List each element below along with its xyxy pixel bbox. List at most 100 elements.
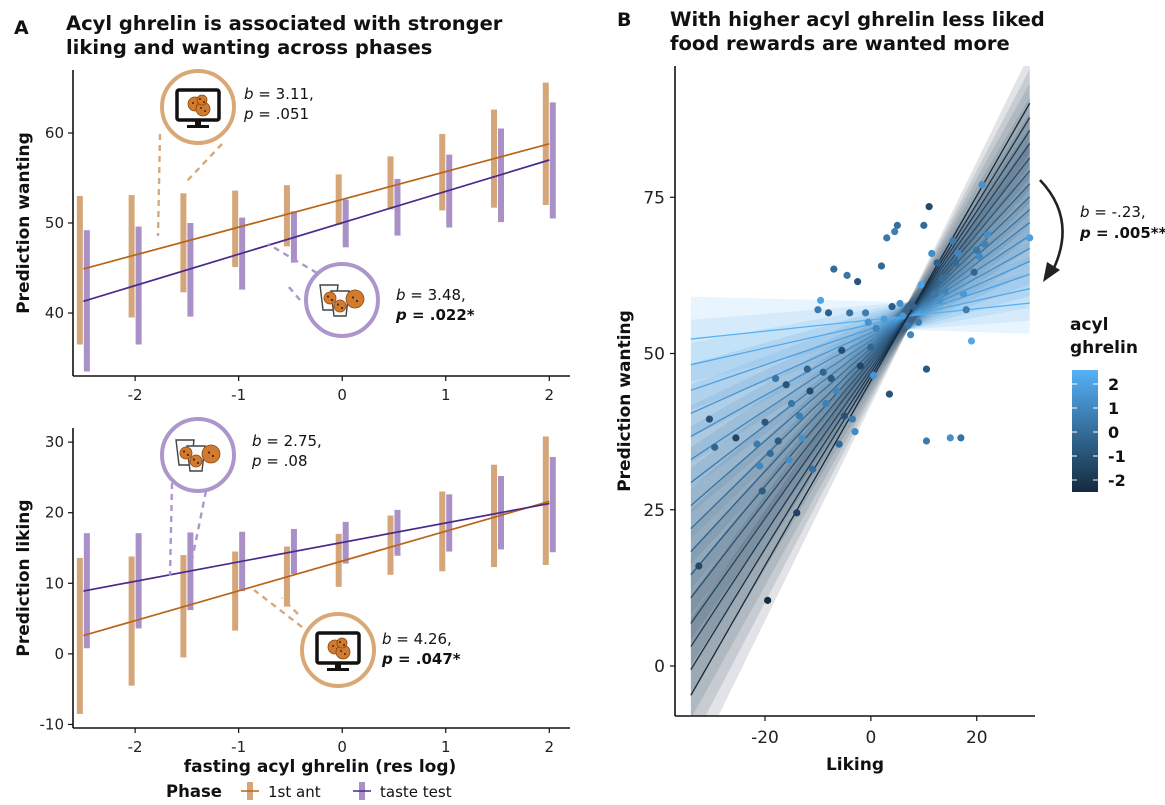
- bar-ant: [284, 185, 290, 246]
- data-point: [825, 309, 832, 316]
- fit-line-taste: [83, 504, 549, 592]
- data-point: [1026, 234, 1033, 241]
- bar-ant: [387, 516, 393, 575]
- x-tick-label: 2: [545, 386, 555, 404]
- y-tick-label: 30: [45, 433, 64, 451]
- annotation-b-text: b = -.23,: [1080, 203, 1146, 221]
- annotation-text-b: b = 4.26,: [382, 630, 452, 648]
- bar-ant: [543, 436, 549, 564]
- y-tick-label: 25: [643, 501, 665, 521]
- phase-legend: Phase 1st ant taste test: [166, 782, 452, 801]
- cups-cookie-icon-cookie: [346, 290, 364, 308]
- legend-label-1st-ant: 1st ant: [268, 783, 321, 801]
- cups-cookie-icon-cookie: [324, 292, 336, 304]
- panel-a-title-line2: liking and wanting across phases: [66, 36, 432, 59]
- data-point: [867, 344, 874, 351]
- data-point: [888, 303, 895, 310]
- data-point: [775, 437, 782, 444]
- phase-legend-title: Phase: [166, 782, 222, 801]
- data-point: [918, 281, 925, 288]
- data-point: [711, 444, 718, 451]
- data-point: [806, 387, 813, 394]
- x-tick-label: 1: [441, 386, 451, 404]
- data-point: [695, 562, 702, 569]
- x-tick-label: -2: [128, 386, 143, 404]
- y-tick-label: 10: [45, 574, 64, 592]
- x-tick-label: -2: [128, 738, 143, 756]
- panel-b-title-line1: With higher acyl ghrelin less liked: [670, 8, 1045, 31]
- data-point: [957, 434, 964, 441]
- annotation-p-italic: p: [1079, 224, 1091, 242]
- curved-arrow: [1040, 180, 1063, 272]
- bar-ant: [77, 558, 83, 714]
- data-point: [851, 428, 858, 435]
- annotation-b-value: -.23,: [1112, 203, 1146, 221]
- data-point: [767, 450, 774, 457]
- data-point: [931, 291, 938, 298]
- screen-cookie-icon-chip: [203, 101, 205, 103]
- cups-cookie-icon-chip: [331, 299, 333, 301]
- y-tick-label: -10: [40, 715, 65, 733]
- annotation-text-b-value: 2.75,: [284, 432, 322, 450]
- data-point: [820, 369, 827, 376]
- bar-taste: [550, 457, 556, 552]
- data-point: [896, 300, 903, 307]
- data-point: [928, 250, 935, 257]
- data-point: [899, 312, 906, 319]
- data-point: [976, 253, 983, 260]
- annotation-text-p-value: .047*: [416, 650, 461, 668]
- annotation-text-p: p = .051: [243, 105, 309, 123]
- annotation-text-p-italic: p: [381, 650, 393, 668]
- data-point: [870, 372, 877, 379]
- x-axis-label: Liking: [826, 755, 884, 775]
- data-point: [828, 375, 835, 382]
- cups-cookie-icon-chip: [341, 307, 343, 309]
- data-point: [915, 319, 922, 326]
- cups-cookie-icon-cookie: [334, 300, 346, 312]
- data-point: [783, 381, 790, 388]
- data-point: [984, 231, 991, 238]
- annotation-p-text: p = .005**: [1079, 224, 1165, 242]
- bar-ant: [387, 156, 393, 209]
- data-point: [883, 234, 890, 241]
- data-point: [878, 262, 885, 269]
- data-point: [854, 278, 861, 285]
- annotation-text-b-value: 3.48,: [428, 286, 466, 304]
- data-point: [841, 412, 848, 419]
- y-tick-label: 50: [45, 214, 64, 232]
- x-tick-label: -1: [231, 386, 246, 404]
- cups-cookie-icon-chip: [183, 450, 185, 452]
- data-point: [846, 309, 853, 316]
- data-point: [817, 297, 824, 304]
- data-point: [971, 269, 978, 276]
- screen-cookie-icon-chip: [200, 107, 202, 109]
- screen-cookie-icon-base: [187, 125, 209, 128]
- data-point: [793, 509, 800, 516]
- annotation-text-b: b = 3.48,: [396, 286, 466, 304]
- data-point: [968, 337, 975, 344]
- annotation-text-p: p = .08: [251, 452, 308, 470]
- data-point: [981, 241, 988, 248]
- data-point: [849, 416, 856, 423]
- annotation-b-italic: b: [1080, 203, 1090, 221]
- data-point: [862, 309, 869, 316]
- annotation-text-p-italic: p: [395, 306, 407, 324]
- data-point: [939, 275, 946, 282]
- annotation-text-b-italic: b: [244, 85, 254, 103]
- colorbar-bar: [1072, 370, 1098, 492]
- data-point: [759, 487, 766, 494]
- annotation-p-value: .005**: [1114, 224, 1165, 242]
- data-point: [886, 391, 893, 398]
- colorbar-tick-label: -2: [1108, 471, 1126, 490]
- annotation-text-p-value: .051: [276, 105, 309, 123]
- cups-cookie-icon-cookie: [190, 455, 202, 467]
- data-point: [933, 259, 940, 266]
- screen-cookie-icon: [162, 71, 234, 143]
- cups-cookie-icon-chip: [356, 300, 358, 302]
- data-point: [706, 416, 713, 423]
- annotation-text-p-italic: p: [243, 105, 254, 123]
- data-point: [920, 222, 927, 229]
- data-point: [756, 462, 763, 469]
